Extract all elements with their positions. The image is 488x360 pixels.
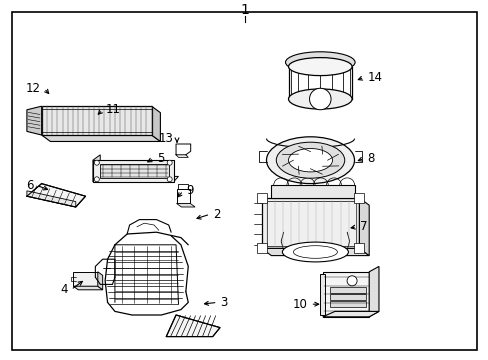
Polygon shape — [100, 164, 168, 178]
Ellipse shape — [266, 137, 354, 184]
Bar — [354, 243, 364, 253]
Bar — [256, 193, 266, 203]
Polygon shape — [329, 301, 365, 307]
Polygon shape — [329, 294, 365, 300]
Ellipse shape — [276, 142, 344, 178]
Ellipse shape — [288, 148, 332, 172]
Polygon shape — [368, 266, 378, 317]
Ellipse shape — [285, 52, 354, 73]
Text: 2: 2 — [213, 208, 220, 221]
Text: 5: 5 — [157, 152, 164, 165]
Ellipse shape — [288, 89, 351, 109]
Text: 9: 9 — [186, 184, 193, 197]
Bar — [256, 243, 266, 253]
Polygon shape — [166, 315, 220, 337]
Text: 12: 12 — [26, 82, 41, 95]
Circle shape — [167, 177, 172, 182]
Text: 10: 10 — [292, 298, 307, 311]
Text: 1: 1 — [240, 3, 248, 17]
Polygon shape — [41, 106, 151, 135]
Circle shape — [167, 160, 172, 165]
Circle shape — [94, 177, 99, 182]
Polygon shape — [41, 135, 160, 141]
Polygon shape — [73, 272, 98, 286]
Circle shape — [346, 276, 356, 286]
Text: 3: 3 — [220, 296, 227, 309]
Polygon shape — [27, 191, 76, 207]
Polygon shape — [176, 203, 195, 207]
Polygon shape — [93, 155, 100, 182]
Text: 8: 8 — [366, 152, 374, 165]
Ellipse shape — [282, 242, 348, 262]
Polygon shape — [73, 286, 102, 290]
Polygon shape — [261, 198, 359, 248]
Polygon shape — [27, 106, 41, 135]
Ellipse shape — [288, 58, 351, 76]
Polygon shape — [27, 184, 85, 207]
Text: 11: 11 — [105, 103, 121, 116]
Polygon shape — [322, 311, 378, 317]
Text: 13: 13 — [159, 132, 174, 145]
Polygon shape — [359, 198, 368, 256]
Text: 14: 14 — [366, 71, 382, 84]
Polygon shape — [261, 248, 368, 256]
Bar — [354, 193, 364, 203]
Text: 4: 4 — [61, 283, 68, 296]
Polygon shape — [151, 106, 160, 141]
Text: 7: 7 — [359, 220, 366, 233]
Polygon shape — [93, 160, 173, 182]
Circle shape — [309, 88, 330, 110]
Polygon shape — [98, 272, 102, 290]
Circle shape — [94, 160, 99, 165]
Polygon shape — [93, 176, 178, 182]
Polygon shape — [176, 189, 190, 203]
Polygon shape — [329, 287, 365, 293]
Text: 6: 6 — [26, 179, 34, 192]
Polygon shape — [271, 185, 354, 198]
Polygon shape — [320, 274, 325, 315]
Polygon shape — [322, 272, 368, 317]
